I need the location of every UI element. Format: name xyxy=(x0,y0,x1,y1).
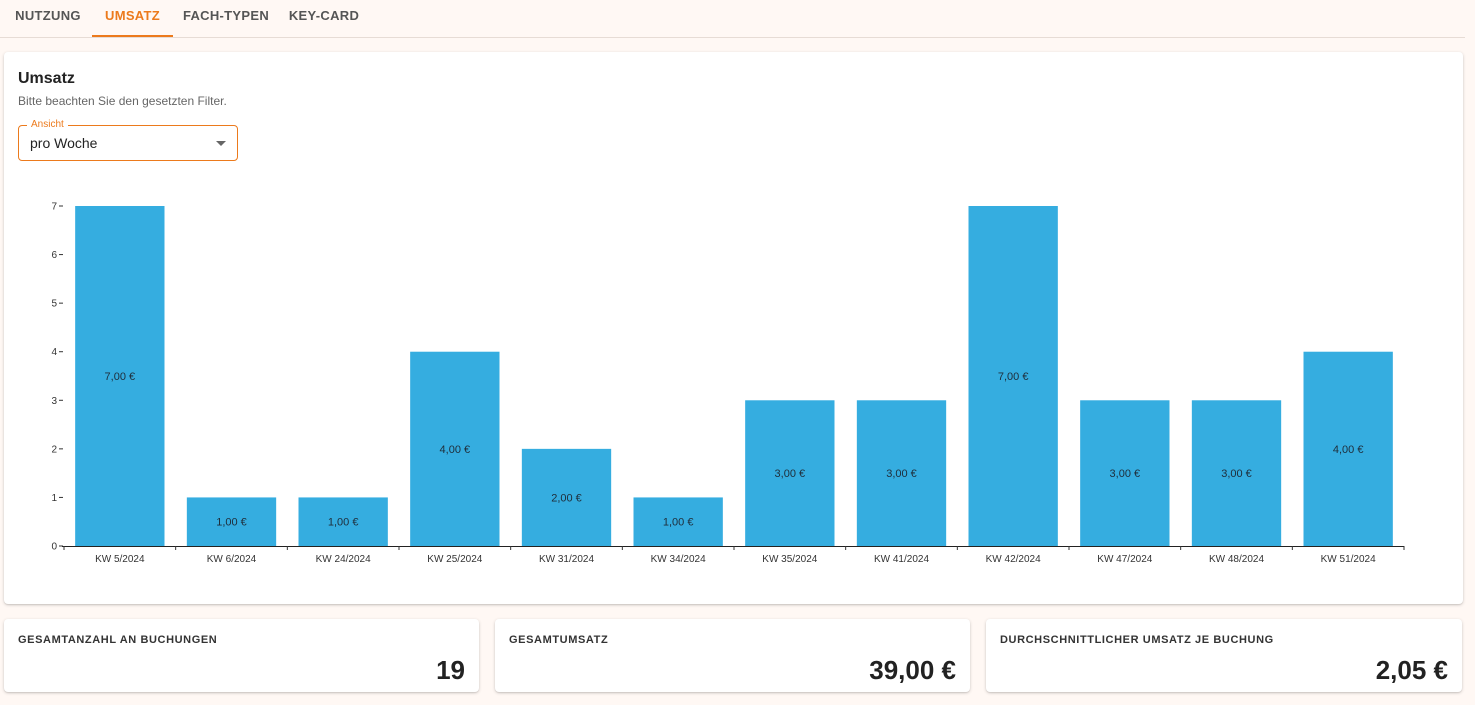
stat-card-bookings: GESAMTANZAHL AN BUCHUNGEN 19 xyxy=(4,619,479,692)
bar xyxy=(410,351,500,546)
view-select-value: pro Woche xyxy=(30,135,98,151)
y-tick-label: 0 xyxy=(51,542,57,553)
x-tick-label: KW 47/2024 xyxy=(1097,554,1152,565)
tab-fach-typen[interactable]: FACH-TYPEN xyxy=(182,8,270,23)
bar-data-label: 3,00 € xyxy=(1221,468,1252,480)
x-tick-label: KW 5/2024 xyxy=(95,554,145,565)
stat-value-average-revenue: 2,05 € xyxy=(1375,655,1448,685)
bar-data-label: 3,00 € xyxy=(886,468,917,480)
bar-data-label: 3,00 € xyxy=(775,468,806,480)
bar xyxy=(1191,400,1282,546)
bar xyxy=(521,448,612,546)
bar xyxy=(298,497,388,546)
bar xyxy=(1303,351,1393,546)
x-tick-label: KW 31/2024 xyxy=(539,554,594,565)
stat-label-bookings: GESAMTANZAHL AN BUCHUNGEN xyxy=(18,634,218,646)
bar xyxy=(968,206,1058,546)
tab-nutzung[interactable]: NUTZUNG xyxy=(15,8,81,23)
bar-data-label: 1,00 € xyxy=(216,517,247,529)
stat-value-bookings: 19 xyxy=(436,655,465,685)
bar-data-label: 1,00 € xyxy=(663,517,694,529)
bar xyxy=(75,206,165,546)
x-tick-label: KW 24/2024 xyxy=(316,554,371,565)
revenue-bar-chart: 0 1 2 3 4 5 6 7 7,00 € 1,00 € 1,00 € 4,00 € 2,00 € 1,… xyxy=(51,202,1405,565)
bar-data-label: 4,00 € xyxy=(440,444,471,456)
stat-label-average-revenue: DURCHSCHNITTLICHER UMSATZ JE BUCHUNG xyxy=(1000,634,1274,646)
y-tick-label: 1 xyxy=(51,493,57,504)
bar-data-label: 3,00 € xyxy=(1110,468,1141,480)
bar xyxy=(633,497,723,546)
x-tick-label: KW 42/2024 xyxy=(986,554,1041,565)
bar-data-label: 7,00 € xyxy=(998,371,1029,383)
tab-bar: NUTZUNG UMSATZ FACH-TYPEN KEY-CARD xyxy=(0,0,1465,38)
stat-value-total-revenue: 39,00 € xyxy=(869,655,956,685)
tab-key-card[interactable]: KEY-CARD xyxy=(288,8,360,23)
bar-data-label: 4,00 € xyxy=(1333,444,1364,456)
x-tick-label: KW 51/2024 xyxy=(1321,554,1376,565)
x-tick-label: KW 34/2024 xyxy=(651,554,706,565)
x-tick-label: KW 48/2024 xyxy=(1209,554,1264,565)
view-select-label: Ansicht xyxy=(27,119,68,131)
x-tick-label: KW 41/2024 xyxy=(874,554,929,565)
view-select[interactable]: Ansicht pro Woche xyxy=(18,119,238,161)
y-tick-label: 7 xyxy=(51,202,57,213)
y-tick-label: 6 xyxy=(51,250,57,261)
bar-data-label: 7,00 € xyxy=(105,371,136,383)
stat-label-total-revenue: GESAMTUMSATZ xyxy=(509,634,609,646)
revenue-card: Umsatz Bitte beachten Sie den gesetzten … xyxy=(4,52,1463,604)
stat-card-average-revenue: DURCHSCHNITTLICHER UMSATZ JE BUCHUNG 2,0… xyxy=(986,619,1462,692)
card-title: Umsatz xyxy=(18,70,75,87)
chevron-down-icon xyxy=(216,141,226,146)
x-tick-label: KW 35/2024 xyxy=(762,554,817,565)
bar-data-label: 1,00 € xyxy=(328,517,359,529)
card-subtitle: Bitte beachten Sie den gesetzten Filter. xyxy=(18,94,227,108)
tab-umsatz[interactable]: UMSATZ xyxy=(92,0,173,37)
y-tick-label: 3 xyxy=(51,396,57,407)
bar xyxy=(745,400,835,546)
bar xyxy=(186,497,277,546)
x-tick-label: KW 25/2024 xyxy=(427,554,482,565)
x-tick-label: KW 6/2024 xyxy=(207,554,257,565)
y-tick-label: 4 xyxy=(51,347,57,358)
bar-data-label: 2,00 € xyxy=(551,492,582,504)
y-tick-label: 2 xyxy=(51,444,57,455)
bar xyxy=(1080,400,1170,546)
stat-card-total-revenue: GESAMTUMSATZ 39,00 € xyxy=(495,619,970,692)
y-tick-label: 5 xyxy=(51,299,57,310)
bar xyxy=(856,400,947,546)
